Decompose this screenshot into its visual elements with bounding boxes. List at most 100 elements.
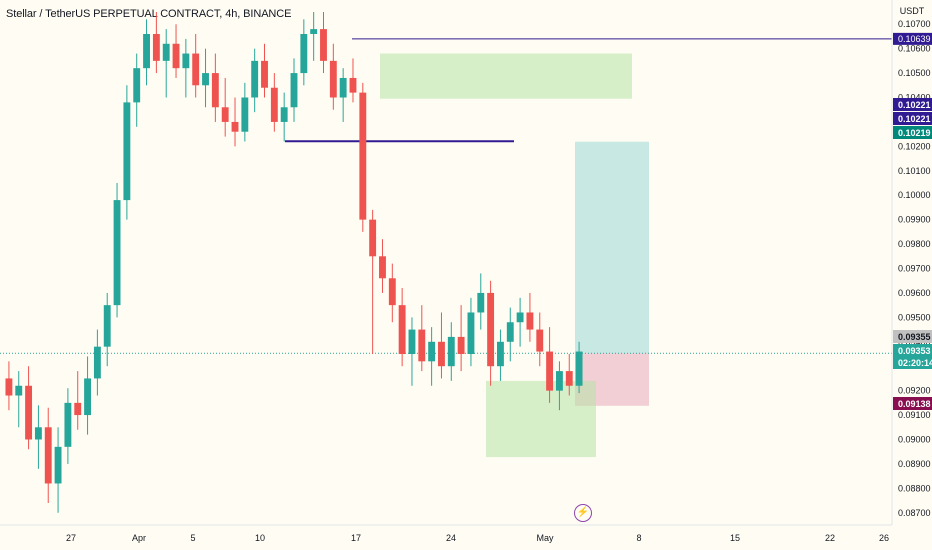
- candle-body: [15, 385, 23, 396]
- candle: [555, 361, 563, 411]
- price-badge: [893, 397, 932, 410]
- price-badge: [893, 112, 932, 125]
- candle-body: [133, 68, 141, 103]
- y-tick-label: 0.08900: [898, 459, 931, 469]
- candle: [320, 12, 327, 74]
- price-badge-label: 0.09353: [898, 346, 931, 356]
- y-tick-label: 0.08800: [898, 483, 931, 493]
- candle: [162, 29, 170, 98]
- candle: [349, 58, 357, 103]
- candle-body: [103, 305, 111, 347]
- candle: [133, 53, 141, 127]
- price-axis-bg: [892, 0, 932, 550]
- x-tick-label: 5: [190, 533, 195, 543]
- candle: [44, 407, 52, 504]
- x-tick-label: May: [536, 533, 554, 543]
- price-axis-unit: USDT: [900, 6, 925, 16]
- candle: [408, 317, 416, 386]
- candle: [438, 312, 445, 379]
- candle: [300, 19, 308, 86]
- candle: [516, 297, 524, 347]
- y-tick-label: 0.09500: [898, 312, 931, 322]
- candle-body: [349, 77, 357, 93]
- candle: [359, 82, 367, 232]
- candle: [467, 297, 475, 367]
- candle-body: [152, 33, 160, 61]
- y-tick-label: 0.10100: [898, 166, 931, 176]
- y-tick-label: 0.08700: [898, 508, 931, 518]
- candle-body: [398, 305, 406, 354]
- candle: [152, 12, 160, 74]
- x-tick-label: 8: [636, 533, 641, 543]
- lightning-icon[interactable]: ⚡: [574, 504, 592, 522]
- candle-body: [93, 346, 101, 379]
- candle: [526, 292, 534, 342]
- candle: [290, 58, 298, 122]
- x-tick-label: 10: [255, 533, 265, 543]
- x-tick-label: 17: [351, 533, 361, 543]
- candle: [202, 48, 209, 108]
- candle-body: [34, 427, 42, 440]
- candle-body: [221, 107, 229, 122]
- candle-body: [123, 102, 131, 201]
- candle-body: [84, 378, 91, 416]
- price-badge-label: 0.10221: [898, 114, 931, 124]
- candle-body: [388, 278, 396, 306]
- candle: [339, 68, 347, 122]
- candle: [231, 97, 239, 147]
- y-tick-label: 0.09700: [898, 264, 931, 274]
- candle: [457, 305, 465, 372]
- candle-body: [172, 43, 180, 69]
- candle: [497, 329, 504, 381]
- candle-body: [555, 371, 563, 391]
- candle: [182, 38, 190, 98]
- candle-body: [487, 292, 495, 367]
- candle-body: [231, 121, 239, 132]
- candle: [84, 356, 91, 435]
- candle: [280, 92, 288, 142]
- candle: [575, 341, 583, 394]
- y-tick-label: 0.09100: [898, 410, 931, 420]
- y-tick-label: 0.10000: [898, 190, 931, 200]
- candle: [64, 388, 72, 464]
- y-tick-label: 0.10600: [898, 44, 931, 54]
- candle-body: [379, 256, 386, 279]
- candle-body: [516, 312, 524, 323]
- chart-title: Stellar / TetherUS PERPETUAL CONTRACT, 4…: [6, 8, 292, 20]
- candle-body: [64, 402, 72, 447]
- level-badge: [893, 32, 932, 45]
- x-tick-label: 27: [66, 533, 76, 543]
- zone-target: [380, 53, 632, 99]
- candle-body: [211, 73, 219, 108]
- candle: [565, 354, 573, 396]
- x-tick-label: 24: [446, 533, 456, 543]
- price-badge-label: 0.09355: [898, 332, 931, 342]
- candle-body: [162, 43, 170, 61]
- zone-support: [486, 380, 596, 458]
- level-badge-label: 0.10639: [898, 34, 931, 44]
- candle-body: [477, 292, 485, 313]
- candle-body: [290, 73, 298, 108]
- candle-body: [526, 312, 534, 330]
- candle: [310, 12, 318, 61]
- y-tick-label: 0.09600: [898, 288, 931, 298]
- zone-long-profit: [575, 141, 649, 354]
- candle-body: [74, 402, 82, 416]
- y-tick-label: 0.10500: [898, 68, 931, 78]
- candle: [74, 371, 82, 430]
- price-badge: [893, 98, 932, 111]
- candle-body: [339, 77, 347, 98]
- price-badge-label: 0.09138: [898, 399, 931, 409]
- candle: [536, 312, 544, 367]
- candle: [221, 77, 229, 137]
- candle: [93, 329, 101, 396]
- candle-body: [192, 53, 200, 86]
- candle-body: [241, 97, 249, 132]
- y-tick-label: 0.09000: [898, 435, 931, 445]
- candle: [241, 82, 249, 142]
- candle: [270, 73, 278, 132]
- candle-body: [457, 336, 465, 354]
- candle: [506, 307, 514, 362]
- candle-body: [310, 29, 318, 34]
